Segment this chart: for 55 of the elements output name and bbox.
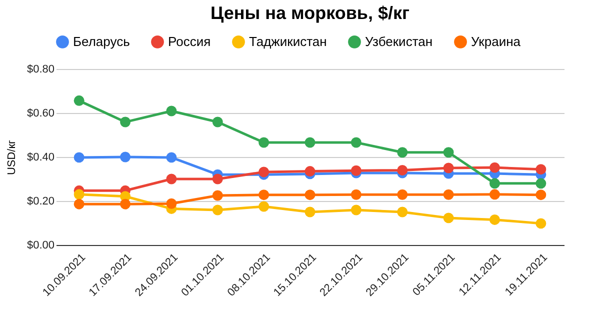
point xyxy=(258,137,270,148)
point xyxy=(489,162,500,173)
point xyxy=(489,189,500,200)
point xyxy=(120,116,131,128)
point xyxy=(212,204,223,216)
point xyxy=(258,201,270,212)
legend-label: Россия xyxy=(168,34,211,49)
legend-label: Таджикистан xyxy=(249,34,327,49)
point xyxy=(443,189,454,200)
point xyxy=(350,189,362,200)
point xyxy=(258,190,270,200)
point xyxy=(166,152,177,163)
point xyxy=(212,174,223,184)
point xyxy=(120,152,131,162)
point xyxy=(212,190,223,201)
y-tick-label: $0.00 xyxy=(26,240,54,252)
point xyxy=(304,190,316,200)
point xyxy=(120,198,131,210)
point xyxy=(397,189,408,200)
y-tick-label: $0.80 xyxy=(26,64,54,76)
point xyxy=(166,106,177,116)
point xyxy=(397,164,408,176)
point xyxy=(536,164,546,175)
legend-label: Украина xyxy=(471,34,522,49)
point xyxy=(536,218,546,229)
point xyxy=(397,206,408,218)
point xyxy=(304,166,316,177)
point xyxy=(397,147,408,158)
point xyxy=(350,137,362,148)
point xyxy=(350,204,362,216)
y-tick-label: $0.20 xyxy=(26,196,54,208)
point xyxy=(489,178,500,189)
point xyxy=(443,162,454,174)
y-tick-label: $0.40 xyxy=(26,152,54,164)
y-axis-title: USD/кг xyxy=(6,140,18,176)
point xyxy=(258,166,270,178)
legend-label: Узбекистан xyxy=(365,34,433,49)
point xyxy=(489,214,500,225)
point xyxy=(166,174,177,184)
chart-title: Цены на морковь, $/кг xyxy=(210,3,410,23)
y-tick-label: $0.60 xyxy=(26,108,54,120)
point xyxy=(74,152,84,163)
point xyxy=(74,198,84,210)
point xyxy=(74,189,84,200)
point xyxy=(74,95,84,106)
point xyxy=(443,147,454,158)
point xyxy=(212,116,223,128)
point xyxy=(536,190,546,200)
point xyxy=(443,212,454,224)
legend-label: Беларусь xyxy=(73,34,130,49)
point xyxy=(304,206,316,218)
point xyxy=(536,178,546,189)
point xyxy=(304,137,316,148)
point xyxy=(350,165,362,176)
point xyxy=(166,198,177,209)
